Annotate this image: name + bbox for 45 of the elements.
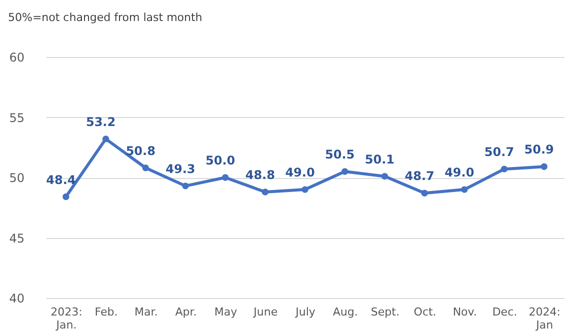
point	[381, 172, 388, 180]
x-tick-label: June	[252, 306, 278, 318]
data-label: 49.3	[166, 162, 196, 176]
data-label: 48.8	[245, 168, 275, 182]
data-label: 50.8	[126, 144, 156, 158]
data-label: 49.0	[444, 166, 474, 180]
data-label: 48.4	[46, 172, 76, 187]
x-tick-label: Aug.	[332, 306, 358, 318]
point	[182, 182, 189, 190]
x-tick-label: Feb.	[94, 306, 118, 318]
data-label: 48.7	[404, 169, 434, 184]
point	[341, 168, 348, 175]
y-tick-label: 45	[9, 231, 24, 246]
x-tick-label: 2024: Jan	[528, 306, 560, 332]
x-tick-label: Sept.	[370, 306, 400, 318]
data-label: 50.7	[484, 145, 514, 160]
data-label: 50.1	[364, 152, 394, 166]
y-tick-label: 60	[9, 50, 24, 64]
point	[540, 163, 548, 170]
point	[142, 164, 149, 172]
x-tick-label: Nov.	[452, 306, 477, 318]
point	[302, 186, 308, 193]
data-label: 50.0	[206, 154, 236, 168]
x-tick-label: Mar.	[134, 306, 158, 318]
point	[222, 174, 229, 181]
point	[262, 188, 269, 196]
x-tick-label: Dec.	[492, 306, 518, 318]
x-tick-label: Apr.	[175, 306, 197, 318]
point	[500, 166, 508, 172]
point	[102, 136, 110, 142]
data-label: 49.0	[285, 166, 315, 180]
data-label: 50.5	[325, 147, 355, 162]
data-label: 53.2	[86, 114, 116, 129]
x-tick-label: May	[214, 306, 238, 318]
x-tick-label: Oct.	[414, 306, 436, 318]
chart-title: 50%=not changed from last month	[8, 11, 202, 24]
x-tick-label: 2023: Jan.	[50, 306, 82, 332]
point	[62, 193, 70, 200]
y-tick-label: 40	[9, 292, 24, 306]
y-tick-label: 50	[9, 171, 24, 185]
y-tick-label: 55	[9, 110, 24, 125]
point	[461, 186, 468, 193]
point	[421, 190, 428, 197]
x-tick-label: July	[294, 306, 316, 318]
data-label: 50.9	[524, 142, 554, 157]
